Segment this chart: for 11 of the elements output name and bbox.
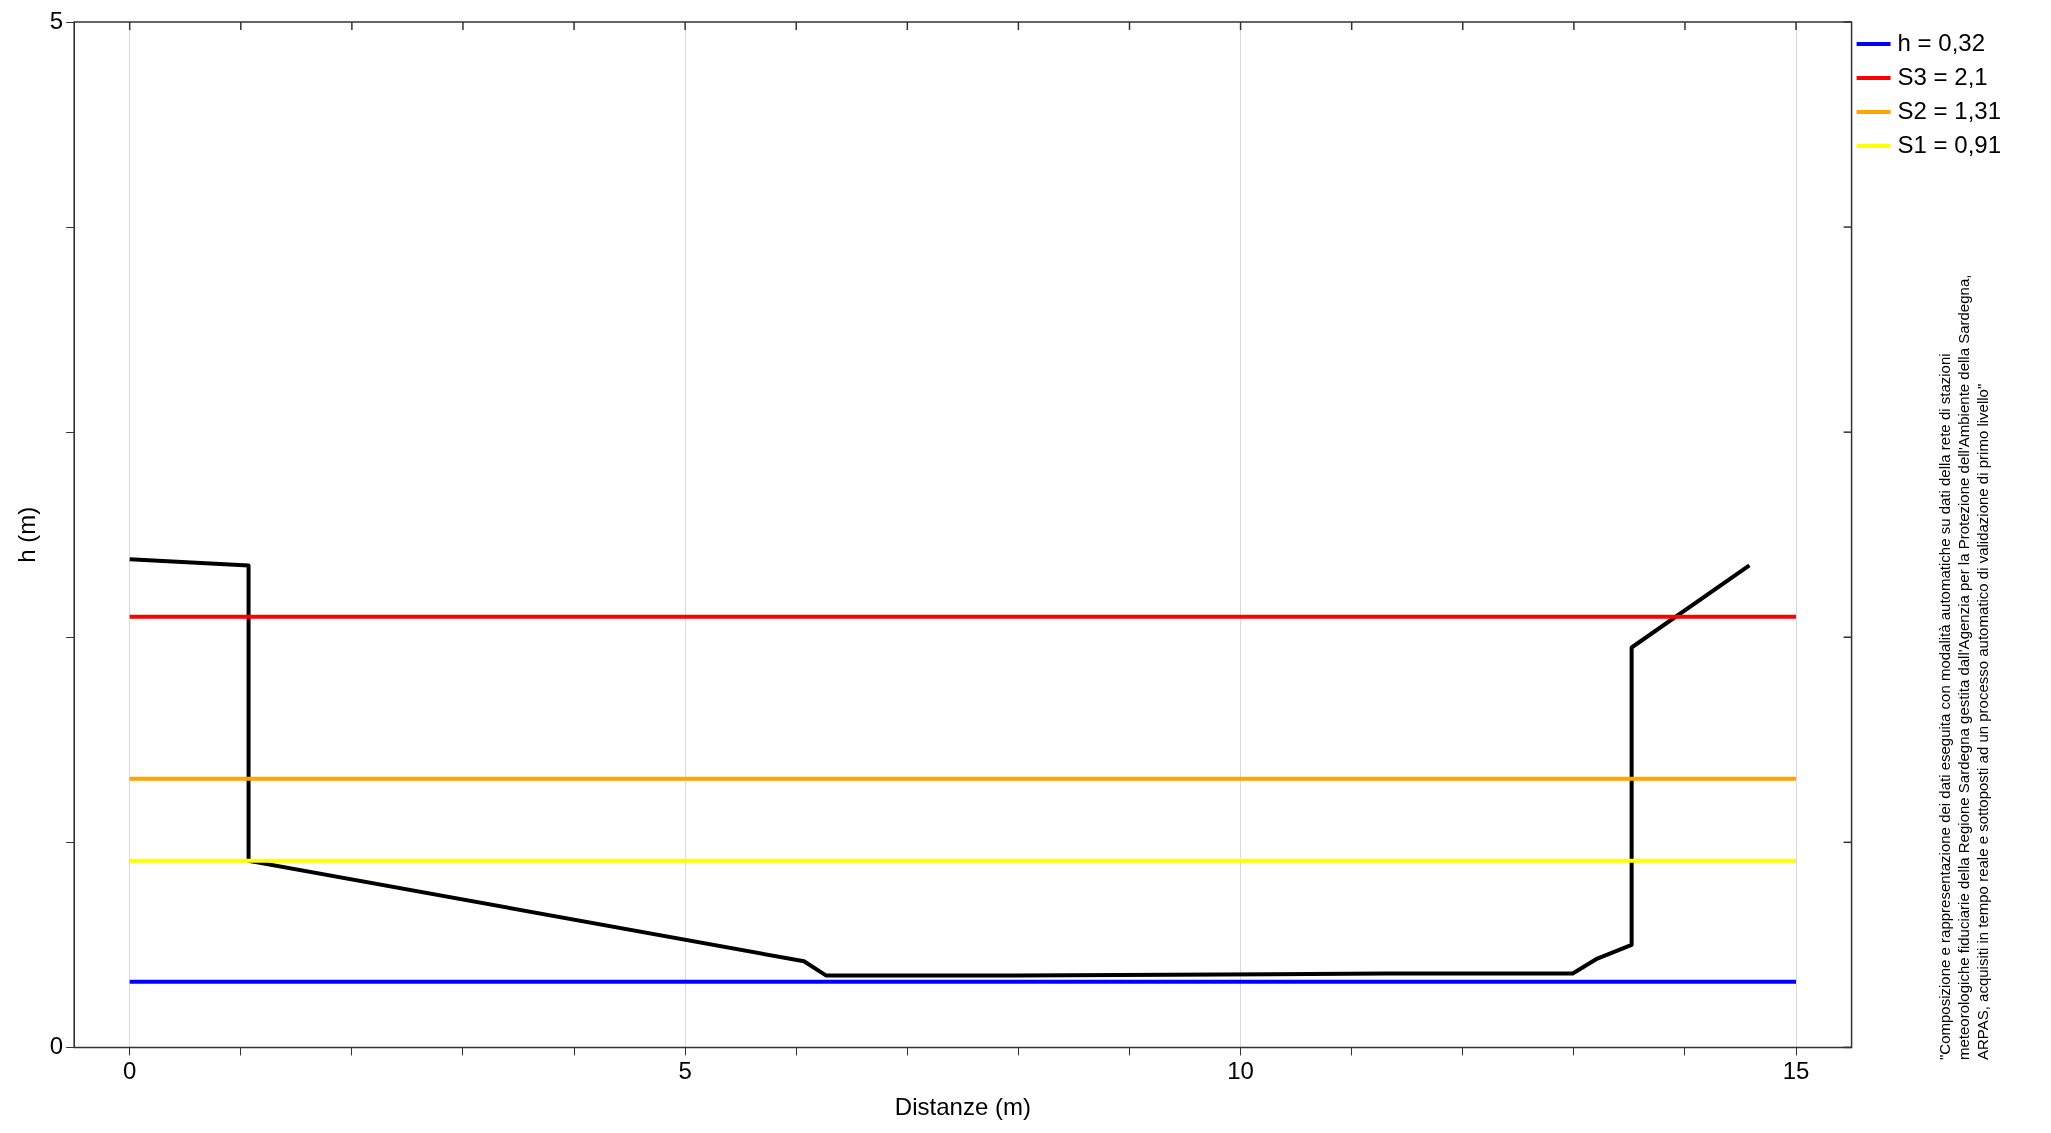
x-tick-label: 10 (1227, 1057, 1254, 1085)
x-tick-label: 5 (678, 1057, 692, 1085)
y-axis-title: h (m) (13, 506, 41, 563)
legend-label: S2 = 1,31 (1897, 96, 2001, 124)
x-tick-label: 0 (123, 1057, 137, 1085)
x-axis-title: Distanze (m) (894, 1093, 1031, 1121)
legend-label: S1 = 0,91 (1897, 130, 2001, 158)
legend-label: S3 = 2,1 (1897, 62, 1988, 90)
legend-label: h = 0,32 (1897, 28, 1985, 56)
text: "Composizione e rappresentazione dei dati eseguita con modalità automatiche su dati della rete di stazioni meteorologiche fiduciarie della Regione Sardegna gestita dall'Agenzia per la Protezione dell'Ambiente della Sardegna, ARPAS, acquisiti in tempo reale e sottoposti ad un processo automatico di validazione di primo livello" (1935, 273, 1992, 1060)
x-tick-label: 15 (1782, 1057, 1810, 1085)
